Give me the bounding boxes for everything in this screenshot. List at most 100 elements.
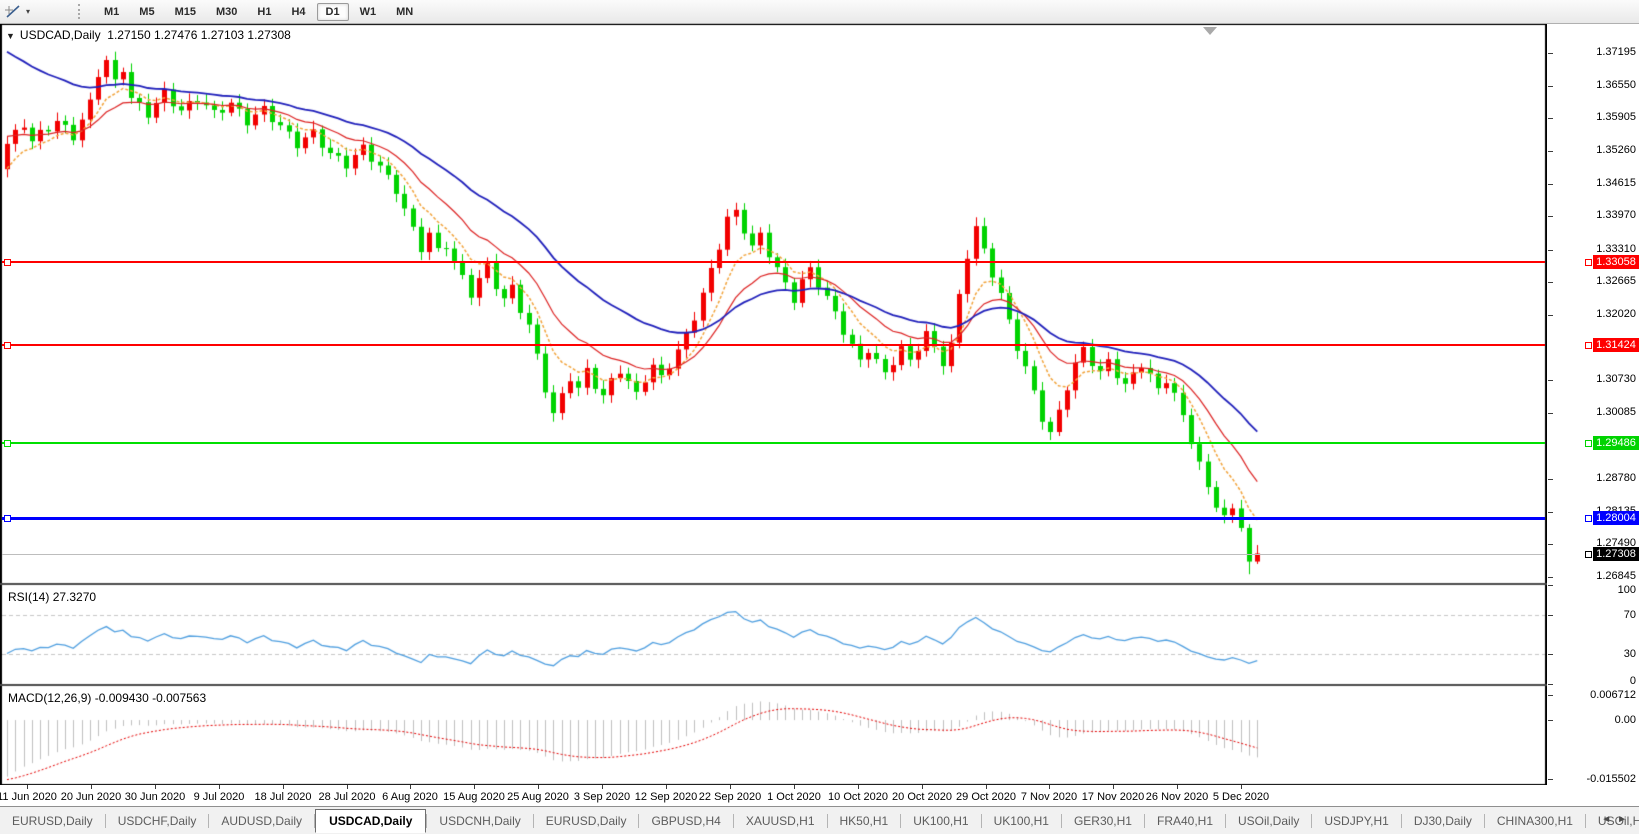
time-axis-tick [219, 785, 220, 789]
macd-axis-label: 0.00 [1614, 714, 1636, 726]
price-tag-1.33058: 1.33058 [1593, 255, 1639, 269]
hline-left-handle[interactable] [4, 342, 11, 349]
macd-indicator-label: MACD(12,26,9) -0.009430 -0.007563 [8, 691, 206, 705]
time-axis-tick [91, 785, 92, 789]
tab-scroll-right-icon[interactable]: ► [1617, 814, 1633, 825]
price-axis-tick [1548, 118, 1553, 119]
chart-shift-marker[interactable] [1203, 27, 1217, 35]
tab-uk100-h1[interactable]: UK100,H1 [913, 813, 969, 828]
rsi-value: 27.3270 [52, 590, 97, 604]
chart-title: ▼ USDCAD,Daily 1.27150 1.27476 1.27103 1.… [6, 28, 291, 42]
tab-usdjpy-h1[interactable]: USDJPY,H1 [1324, 813, 1389, 828]
tab-eurusd-daily[interactable]: EURUSD,Daily [12, 813, 93, 828]
price-tag-1.31424: 1.31424 [1593, 338, 1639, 352]
tab-separator [532, 813, 534, 828]
time-axis-tick [986, 785, 987, 789]
hline-left-handle[interactable] [4, 259, 11, 266]
hline-level-1.29486[interactable] [2, 442, 1545, 444]
price-chart-canvas[interactable] [0, 24, 1547, 785]
timeframe-button-m1[interactable]: M1 [104, 5, 120, 18]
tab-usoil-daily[interactable]: USOil,Daily [1238, 813, 1300, 828]
tab-china300-h1[interactable]: CHINA300,H1 [1496, 813, 1573, 828]
tab-usdchf-daily[interactable]: USDCHF,Daily [117, 813, 197, 828]
hline-left-handle[interactable] [4, 515, 11, 522]
current-price-line[interactable] [2, 554, 1545, 555]
rsi-axis-tick [1548, 684, 1553, 685]
time-axis-tick [666, 785, 667, 789]
tab-usdcad-daily[interactable]: USDCAD,Daily [315, 808, 427, 833]
price-axis-label: 1.37195 [1596, 46, 1636, 58]
time-axis[interactable]: 11 Jun 2020 20 Jun 2020 30 Jun 2020 9 Jul 2… [0, 785, 1548, 806]
price-axis-label: 1.33310 [1596, 243, 1636, 255]
price-axis-label: 1.30085 [1596, 406, 1636, 418]
tab-fra40-h1[interactable]: FRA40,H1 [1156, 813, 1214, 828]
price-axis-tick [1548, 512, 1553, 513]
caret-down-icon[interactable]: ▾ [26, 7, 31, 16]
rsi-axis-label: 30 [1623, 648, 1636, 660]
price-tag-handle [1585, 551, 1592, 558]
time-axis-tick [474, 785, 475, 789]
tab-separator [426, 813, 428, 828]
collapse-triangle-icon[interactable]: ▼ [6, 31, 15, 41]
tab-audusd-daily[interactable]: AUDUSD,Daily [221, 813, 303, 828]
hline-level-1.33058[interactable] [2, 261, 1545, 263]
time-axis-label: 30 Jun 2020 [124, 791, 186, 803]
timeframe-button-m30[interactable]: M30 [215, 5, 238, 18]
time-axis-label: 3 Sep 2020 [573, 791, 631, 803]
rsi-axis-tick [1548, 585, 1553, 586]
time-axis-tick [155, 785, 156, 789]
time-axis-label: 20 Oct 2020 [892, 791, 952, 803]
time-axis-label: 6 Aug 2020 [382, 791, 438, 803]
time-axis-label: 5 Dec 2020 [1212, 791, 1270, 803]
tab-separator [980, 813, 982, 828]
tab-hk50-h1[interactable]: HK50,H1 [839, 813, 889, 828]
timeframe-button-h4[interactable]: H4 [291, 5, 306, 18]
price-axis-tick [1548, 86, 1553, 87]
tab-separator [1060, 813, 1062, 828]
hline-level-1.31424[interactable] [2, 344, 1545, 346]
time-axis-label: 17 Nov 2020 [1081, 791, 1145, 803]
price-axis-tick [1548, 544, 1553, 545]
hline-left-handle[interactable] [4, 440, 11, 447]
tab-separator [104, 813, 106, 828]
timeframe-button-m15[interactable]: M15 [174, 5, 196, 18]
price-axis-tick [1548, 315, 1553, 316]
chart-ohlc-values: 1.27150 1.27476 1.27103 1.27308 [107, 28, 291, 42]
timeframe-button-d1[interactable]: D1 [316, 2, 349, 21]
price-axis-label: 1.28780 [1596, 472, 1636, 484]
time-axis-label: 20 Jun 2020 [60, 791, 122, 803]
macd-name: MACD(12,26,9) [8, 691, 92, 705]
time-axis-tick [602, 785, 603, 789]
tab-ger30-h1[interactable]: GER30,H1 [1073, 813, 1132, 828]
price-axis-label: 1.32020 [1596, 308, 1636, 320]
tab-uk100-h1[interactable]: UK100,H1 [993, 813, 1049, 828]
timeframe-button-w1[interactable]: W1 [359, 5, 377, 18]
time-axis-tick [410, 785, 411, 789]
crosshair-tool-icon[interactable] [4, 4, 24, 20]
price-axis-tick [1548, 413, 1553, 414]
tab-gbpusd-h4[interactable]: GBPUSD,H4 [651, 813, 721, 828]
timeframe-button-h1[interactable]: H1 [257, 5, 272, 18]
time-axis-label: 25 Aug 2020 [507, 791, 569, 803]
tab-separator [1584, 813, 1586, 828]
tab-usoil-h1[interactable]: USOil,H1 [1597, 813, 1639, 828]
timeframe-button-mn[interactable]: MN [396, 5, 414, 18]
timeframe-button-m5[interactable]: M5 [139, 5, 155, 18]
rsi-axis-label: 0 [1629, 675, 1636, 687]
tab-separator [1143, 813, 1145, 828]
tab-separator [638, 813, 640, 828]
price-axis[interactable]: 1.37195 1.36550 1.35905 1.35260 1.34615 1.339… [1548, 24, 1639, 805]
macd-axis-tick [1548, 779, 1553, 780]
tab-scroll-left-icon[interactable]: ◄ [1601, 814, 1618, 825]
hline-level-1.28004[interactable] [2, 517, 1545, 520]
tab-separator [314, 813, 316, 828]
tab-xauusd-h1[interactable]: XAUUSD,H1 [745, 813, 815, 828]
time-axis-label: 29 Oct 2020 [956, 791, 1016, 803]
rsi-indicator-label: RSI(14) 27.3270 [8, 590, 96, 604]
toolbar-grip-handle[interactable] [78, 4, 84, 19]
time-axis-tick [922, 785, 923, 789]
tab-eurusd-daily[interactable]: EURUSD,Daily [545, 813, 627, 828]
tab-dj30-daily[interactable]: DJ30,Daily [1413, 813, 1472, 828]
tab-usdcnh-daily[interactable]: USDCNH,Daily [439, 813, 521, 828]
